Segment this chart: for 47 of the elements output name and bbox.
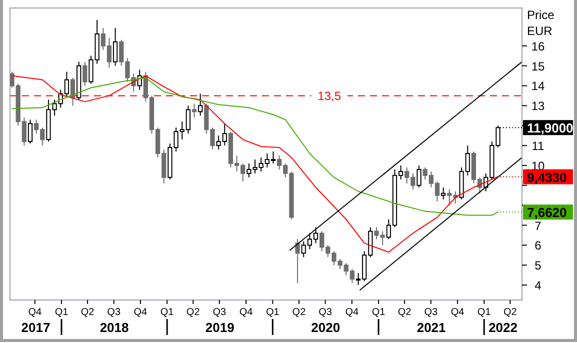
y-tick-label: 15 xyxy=(531,59,545,74)
candlestick xyxy=(28,119,33,144)
candlestick xyxy=(440,186,446,200)
x-tick-label: Q3 xyxy=(318,307,332,318)
data-label: 9,4330 xyxy=(527,170,567,185)
y-tick-label: 11 xyxy=(532,139,545,154)
text: 2017 xyxy=(21,320,50,335)
x-tick-label: Q2 xyxy=(398,307,412,318)
x-tick-label: Q2 xyxy=(503,307,518,318)
x-tick-label: Q1 xyxy=(266,307,280,318)
x-tick-label: Q4 xyxy=(134,307,148,318)
y-tick-label: 14 xyxy=(531,79,545,94)
candlestick xyxy=(198,93,203,116)
x-tick-label: Q2 xyxy=(80,307,95,318)
x-tick-label: Q4 xyxy=(450,307,465,318)
candlestick xyxy=(192,103,197,118)
x-tick-label: Q1 xyxy=(160,307,174,318)
x-tick-label: Q3 xyxy=(107,307,121,318)
candlestick xyxy=(416,164,422,188)
text: 2018 xyxy=(100,320,129,335)
x-tick-label: Q2 xyxy=(292,307,306,318)
candlestick xyxy=(112,27,118,66)
x-tick-label: Q4 xyxy=(345,307,360,318)
x-tick-label: Q1 xyxy=(477,307,492,318)
x-tick-label: Q1 xyxy=(372,307,386,318)
text: 2019 xyxy=(205,320,234,335)
ref-line-label: 13,5 xyxy=(318,89,342,104)
data-label: 7,6620 xyxy=(527,205,567,220)
y-tick-label: 16 xyxy=(531,39,545,54)
text: 2020 xyxy=(311,320,340,335)
y-tick-label: 6 xyxy=(534,238,542,253)
y-tick-label: 4 xyxy=(534,278,542,293)
text: 2021 xyxy=(416,320,446,335)
y-tick-label: 13 xyxy=(531,99,545,114)
x-tick-label: Q4 xyxy=(239,307,254,318)
y-tick-label: 5 xyxy=(534,258,542,273)
candlestick xyxy=(295,238,300,284)
x-tick-label: Q4 xyxy=(28,307,42,318)
x-tick-label: Q3 xyxy=(424,307,438,318)
y-tick-label: 7 xyxy=(534,218,542,233)
text: 2022 xyxy=(488,320,518,335)
candlestick xyxy=(82,61,88,86)
x-tick-label: Q1 xyxy=(54,307,69,318)
x-tick-label: Q2 xyxy=(186,307,200,318)
x-tick-label: Q3 xyxy=(212,307,227,318)
y-axis-title: Price EUR xyxy=(527,8,555,38)
text: 11,9000 xyxy=(527,120,574,136)
